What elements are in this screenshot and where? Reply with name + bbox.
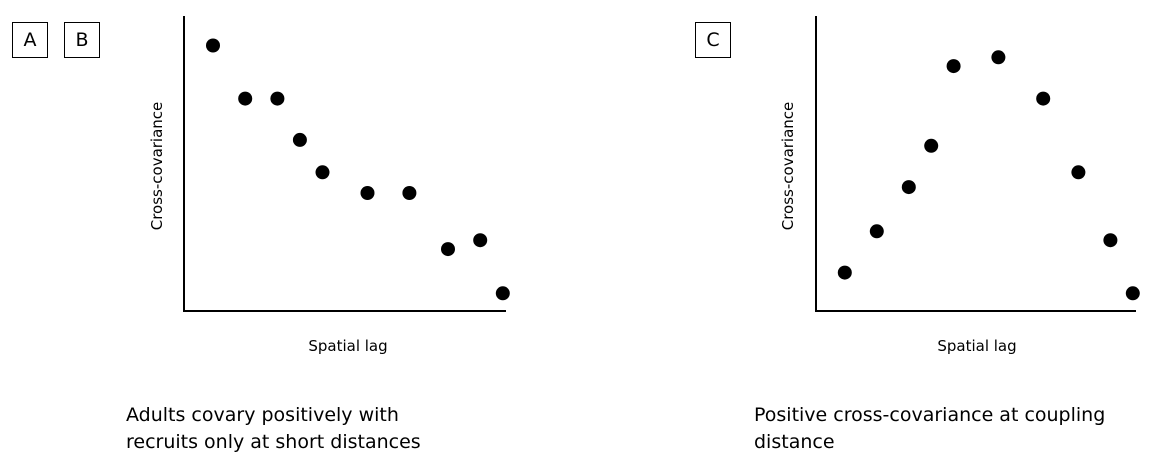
left-data-point-3: [270, 91, 285, 106]
right-data-point-9: [1103, 233, 1118, 248]
right-data-point-8: [1071, 165, 1086, 180]
right-chart: Spatial lag Cross-covariance: [779, 16, 1140, 355]
right-points: [837, 50, 1140, 301]
left-points: [206, 38, 510, 301]
right-y-axis-title: Cross-covariance: [779, 102, 797, 231]
right-data-point-3: [901, 180, 916, 195]
caption-left: Adults covary positively with recruits o…: [126, 402, 421, 456]
left-y-axis-title: Cross-covariance: [148, 102, 166, 231]
caption-right: Positive cross-covariance at coupling di…: [754, 402, 1105, 456]
caption-left-line-1: Adults covary positively with: [126, 404, 399, 426]
left-data-point-1: [206, 38, 220, 53]
right-data-point-5: [946, 59, 961, 74]
right-data-point-6: [991, 50, 1006, 65]
caption-right-line-2: distance: [754, 431, 835, 453]
panel-label-a: A: [12, 22, 48, 58]
right-data-point-10: [1125, 286, 1140, 301]
right-data-point-4: [924, 138, 939, 153]
right-data-point-2: [869, 224, 884, 239]
caption-left-line-2: recruits only at short distances: [126, 431, 421, 453]
left-chart: Spatial lag Cross-covariance: [148, 16, 510, 355]
left-data-point-6: [360, 186, 375, 200]
left-data-point-9: [473, 233, 488, 248]
left-data-point-2: [238, 91, 253, 106]
left-data-point-10: [495, 286, 510, 301]
left-x-axis-title: Spatial lag: [308, 337, 387, 355]
panel-label-b: B: [64, 22, 100, 58]
left-data-point-8: [441, 242, 455, 257]
left-data-point-5: [315, 165, 330, 180]
right-data-point-7: [1036, 91, 1051, 106]
right-data-point-1: [837, 265, 852, 280]
left-data-point-4: [292, 132, 307, 147]
caption-right-line-1: Positive cross-covariance at coupling: [754, 404, 1106, 426]
left-data-point-7: [402, 186, 417, 200]
right-x-axis-title: Spatial lag: [937, 337, 1016, 355]
panel-label-c: C: [695, 22, 731, 58]
